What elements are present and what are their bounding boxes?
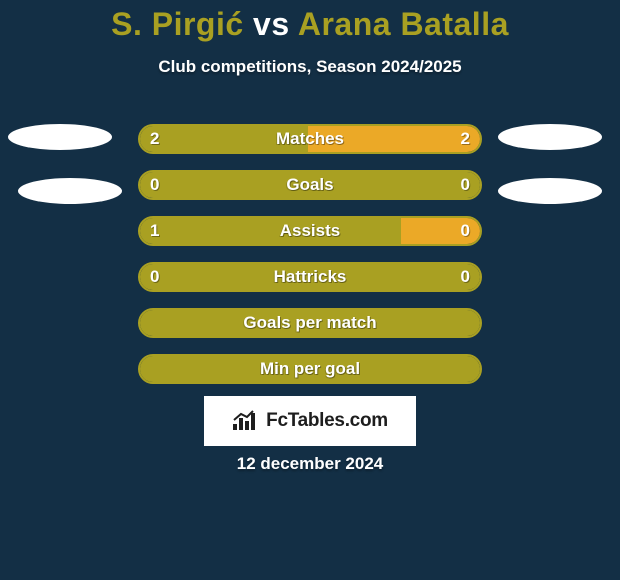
- bar-left: [140, 356, 482, 384]
- stat-row: Goals00: [0, 170, 620, 200]
- stat-rows: Matches22 Goals00 Assists10 Hattricks00 Goal…: [0, 124, 620, 400]
- bar-track: [138, 262, 482, 292]
- footer-logo: FcTables.com: [204, 396, 416, 446]
- stat-row: Min per goal: [0, 354, 620, 384]
- bar-left: [140, 218, 405, 246]
- stat-row: Matches22: [0, 124, 620, 154]
- vs-word: vs: [253, 6, 290, 42]
- page-title: S. Pirgić vs Arana Batalla: [0, 0, 620, 43]
- player2-name: Arana Batalla: [298, 6, 509, 42]
- bar-left: [140, 310, 482, 338]
- player1-name: S. Pirgić: [111, 6, 244, 42]
- stat-row: Assists10: [0, 216, 620, 246]
- bar-left: [140, 126, 312, 154]
- comparison-card: S. Pirgić vs Arana Batalla Club competit…: [0, 0, 620, 580]
- subtitle: Club competitions, Season 2024/2025: [0, 57, 620, 77]
- bar-right: [308, 126, 480, 154]
- footer-date: 12 december 2024: [0, 454, 620, 474]
- bar-track: [138, 216, 482, 246]
- bar-left: [140, 264, 482, 292]
- stat-row: Hattricks00: [0, 262, 620, 292]
- footer-logo-text: FcTables.com: [266, 410, 388, 432]
- bars-icon: [232, 410, 260, 432]
- stat-row: Goals per match: [0, 308, 620, 338]
- bar-track: [138, 308, 482, 338]
- bar-track: [138, 354, 482, 384]
- bar-track: [138, 124, 482, 154]
- bar-track: [138, 170, 482, 200]
- bar-left: [140, 172, 482, 200]
- bar-right: [401, 218, 480, 246]
